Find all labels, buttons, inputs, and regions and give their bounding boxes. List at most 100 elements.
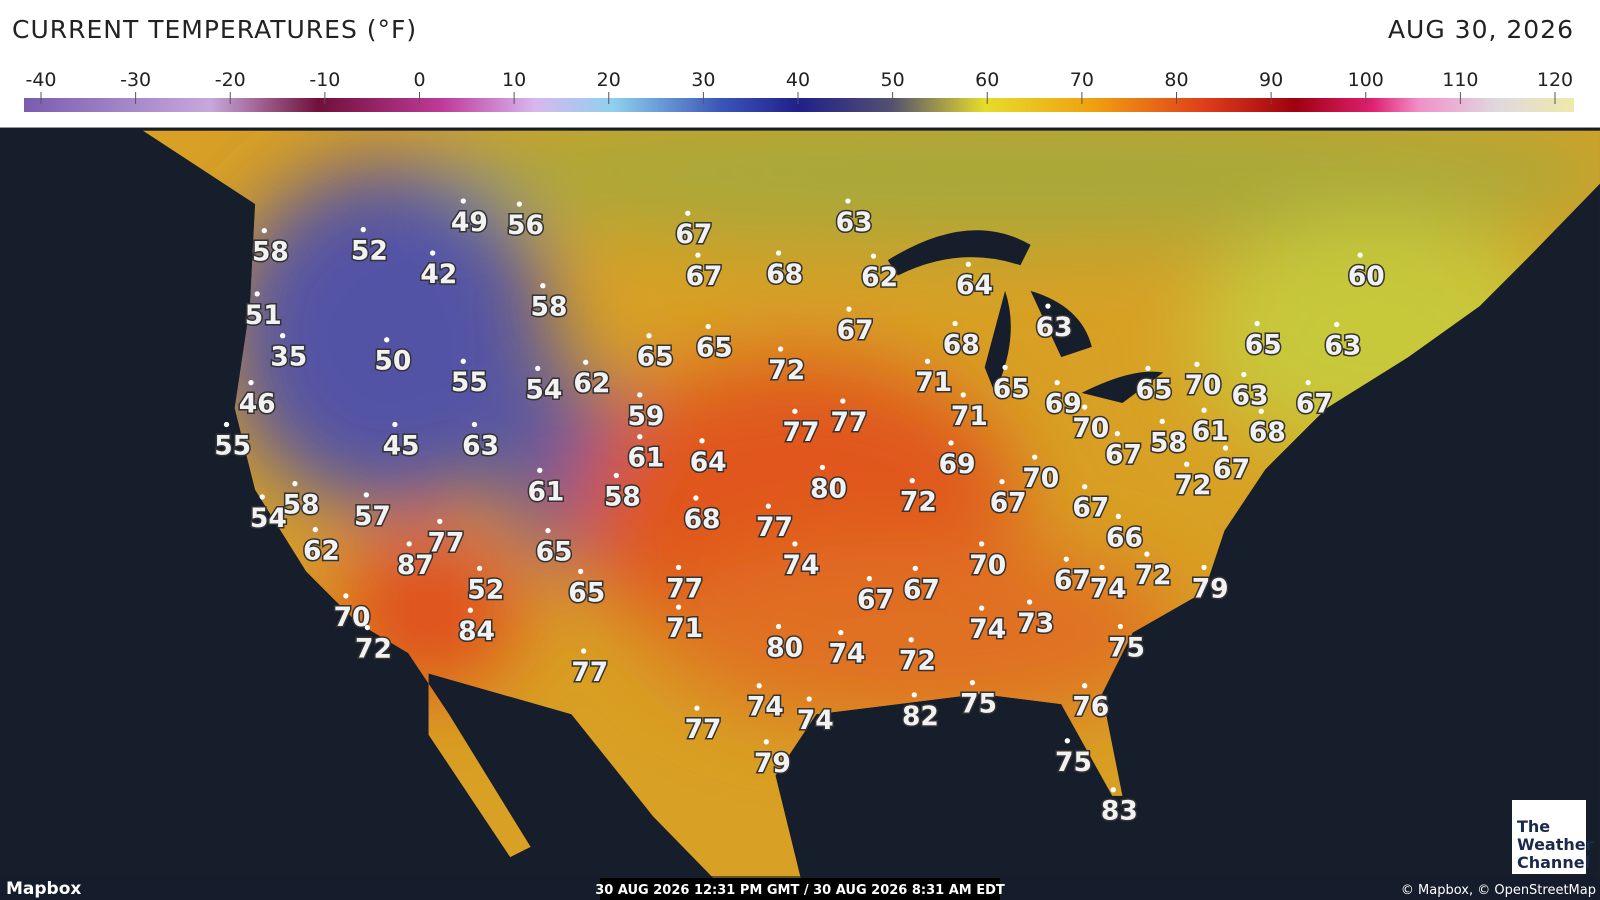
city-temperature: 77 (756, 512, 793, 543)
city-dot (775, 623, 782, 630)
city-dot (535, 365, 541, 372)
scale-tick-label: -20 (215, 69, 246, 91)
city-temperature: 63 (1232, 380, 1269, 411)
city-temperature: 80 (766, 632, 803, 663)
city-dot (471, 421, 478, 428)
city-temperature: 68 (943, 329, 980, 360)
city-dot (537, 467, 543, 474)
scale-ticks: -40 -30 -20 -10 0 10 20 30 40 50 60 70 80 90 100 110 120 (25, 69, 1573, 104)
city-temperature: 68 (1249, 417, 1286, 448)
city-dot (1054, 379, 1060, 386)
city-temperature: 62 (573, 368, 610, 399)
city-dot (460, 198, 466, 204)
city-dot (1357, 252, 1363, 258)
city-dot (613, 472, 619, 479)
logo-line: Channel (1517, 853, 1590, 872)
city-dot (694, 705, 700, 711)
city-temperature: 84 (458, 616, 495, 647)
city-dot (364, 624, 370, 631)
city-temperature: 63 (836, 207, 873, 238)
city-dot (693, 495, 699, 501)
city-dot (312, 526, 318, 533)
scale-tick-label: 110 (1442, 69, 1478, 91)
city-dot (540, 283, 546, 289)
city-temperature: 51 (245, 300, 282, 331)
city-dot (1194, 361, 1200, 367)
city-temperature: 79 (1192, 573, 1229, 604)
city-dot (685, 210, 691, 216)
city-temperature: 72 (900, 487, 937, 518)
date: AUG 30, 2026 (1388, 15, 1574, 44)
city-temperature: 65 (536, 537, 573, 568)
city-temperature: 65 (637, 342, 674, 373)
scale-tick-label: 60 (975, 69, 999, 91)
city-dot (363, 492, 369, 498)
city-dot (675, 604, 682, 610)
city-temperature: 77 (571, 657, 608, 688)
city-dot (1159, 418, 1165, 425)
city-temperature: 70 (1022, 463, 1059, 494)
timestamp: 30 AUG 2026 12:31 PM GMT / 30 AUG 2026 8… (595, 883, 1005, 898)
city-temperature: 63 (1324, 330, 1361, 361)
city-temperature: 58 (283, 490, 320, 521)
city-temperature: 87 (397, 550, 434, 581)
city-temperature: 61 (527, 476, 564, 507)
city-temperature: 57 (354, 501, 391, 532)
city-dot (1334, 321, 1340, 328)
city-temperature: 67 (903, 574, 940, 605)
city-dot (1110, 787, 1116, 793)
city-temperature: 74 (747, 692, 784, 723)
city-dot (924, 358, 931, 364)
logo-box (1512, 800, 1586, 874)
city-dot (999, 478, 1005, 485)
city-dot (806, 696, 812, 702)
city-dot (384, 337, 390, 343)
city-dot (516, 201, 523, 207)
city-dot (1045, 303, 1051, 309)
city-dot (429, 250, 436, 256)
city-temperature: 72 (768, 355, 805, 386)
city-dot (259, 494, 265, 500)
city-dot (292, 481, 298, 487)
city-dot (545, 527, 551, 534)
city-dot (948, 440, 954, 446)
city-temperature: 59 (627, 401, 664, 432)
city-dot (792, 408, 798, 414)
map-attribution: © Mapbox, © OpenStreetMap (1401, 883, 1596, 898)
city-temperature: 67 (857, 585, 894, 616)
city-temperature: 58 (531, 292, 568, 323)
city-dot (581, 648, 587, 654)
city-dot (406, 541, 412, 547)
scale-tick-label: -40 (25, 69, 56, 91)
scale-tick-label: 70 (1070, 69, 1094, 91)
city-temperature: 52 (351, 236, 388, 267)
city-dot (695, 252, 701, 258)
logo-line: Weather (1517, 835, 1594, 854)
city-dot (223, 421, 230, 428)
city-temperature: 72 (1135, 560, 1172, 591)
city-dot (952, 320, 958, 327)
scale-tick-label: 0 (413, 69, 425, 91)
city-dot (908, 637, 914, 643)
city-dot (1222, 445, 1229, 451)
city-dot (637, 434, 643, 440)
scale-tick-label: 90 (1259, 69, 1283, 91)
city-temperature: 71 (666, 613, 703, 644)
city-dot (1002, 364, 1008, 370)
city-dot (978, 541, 985, 547)
city-temperature: 70 (969, 550, 1006, 581)
city-dot (978, 605, 985, 611)
city-dot (960, 392, 966, 398)
city-temperature: 46 (239, 389, 276, 420)
city-temperature: 35 (270, 342, 307, 373)
city-dot (360, 226, 366, 233)
scale-tick-label: -10 (309, 69, 340, 91)
city-temperature: 77 (685, 714, 722, 745)
city-dot (476, 565, 483, 572)
city-temperature: 79 (754, 748, 791, 779)
city-temperature: 64 (956, 270, 993, 301)
city-temperature: 55 (451, 367, 488, 398)
